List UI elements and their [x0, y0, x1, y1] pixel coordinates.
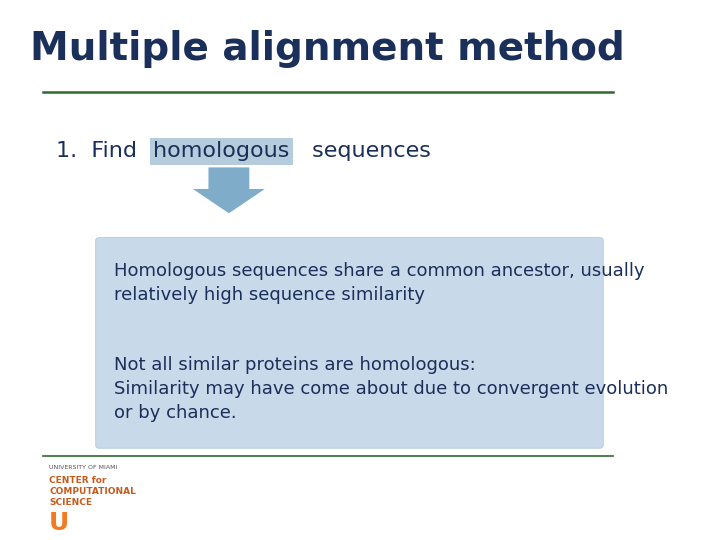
FancyBboxPatch shape: [96, 238, 603, 448]
Text: U: U: [48, 511, 68, 535]
Text: Multiple alignment method: Multiple alignment method: [30, 30, 625, 68]
Text: sequences: sequences: [305, 141, 431, 161]
Text: 1.  Find: 1. Find: [55, 141, 143, 161]
Text: UNIVERSITY OF MIAMI: UNIVERSITY OF MIAMI: [49, 465, 117, 470]
Text: homologous: homologous: [153, 141, 289, 161]
Polygon shape: [193, 167, 265, 213]
Text: Homologous sequences share a common ancestor, usually
relatively high sequence s: Homologous sequences share a common ance…: [114, 262, 645, 303]
Text: CENTER for
COMPUTATIONAL
SCIENCE: CENTER for COMPUTATIONAL SCIENCE: [49, 476, 136, 508]
Text: Not all similar proteins are homologous:
Similarity may have come about due to c: Not all similar proteins are homologous:…: [114, 356, 669, 422]
